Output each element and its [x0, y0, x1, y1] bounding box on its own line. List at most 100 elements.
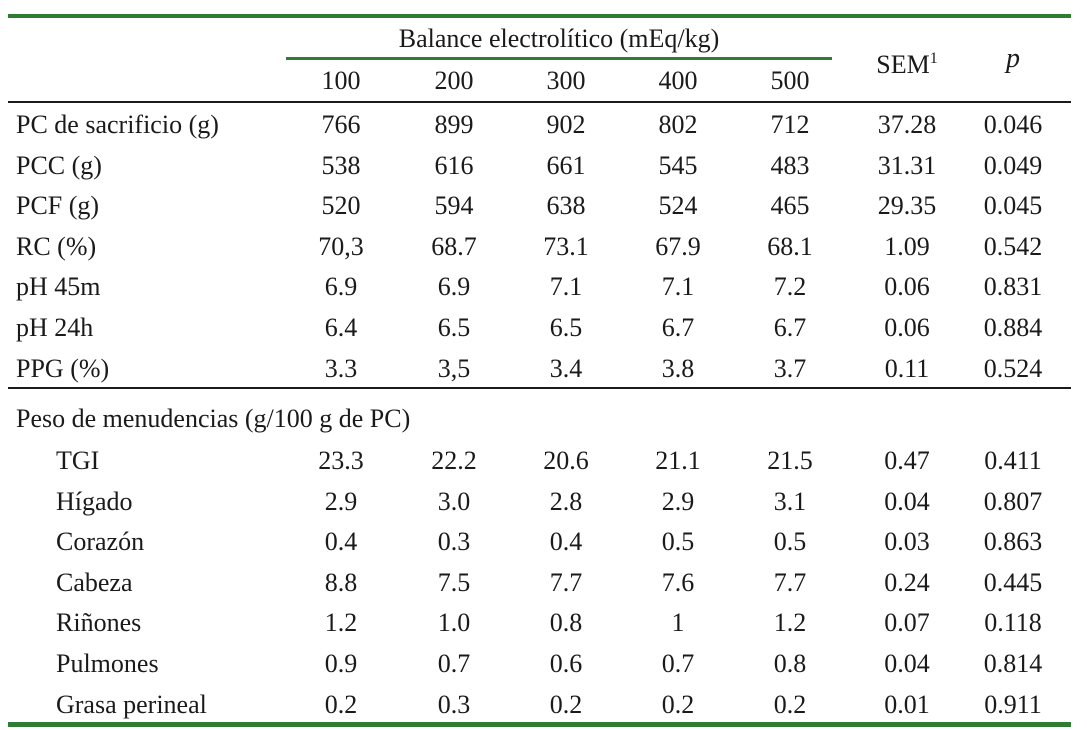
value-cell: 7.6	[661, 568, 695, 597]
value-cell: 0.4	[324, 527, 358, 556]
row-label: pH 45m	[16, 272, 101, 301]
value-cell: 3.8	[661, 354, 695, 383]
value-cell: 465	[770, 191, 810, 220]
value-cell: 67.9	[655, 232, 701, 261]
p-value-cell: 0.049	[983, 151, 1043, 180]
value-cell: 538	[321, 151, 361, 180]
p-value-cell: 0.831	[983, 272, 1043, 301]
value-cell: 520	[321, 191, 361, 220]
value-cell: 524	[658, 191, 698, 220]
p-value-cell: 0.542	[983, 232, 1043, 261]
value-cell: 7.1	[549, 272, 583, 301]
value-cell: 638	[546, 191, 586, 220]
value-cell: 0.2	[549, 690, 583, 719]
value-cell: 6.7	[773, 313, 807, 342]
value-cell: 545	[658, 151, 698, 180]
value-cell: 73.1	[543, 232, 589, 261]
row-label: PC de sacrificio (g)	[16, 110, 219, 139]
p-value-cell: 0.411	[984, 446, 1042, 475]
value-cell: 616	[434, 151, 474, 180]
row-label: PCC (g)	[16, 151, 102, 180]
sem-cell: 0.03	[884, 527, 930, 556]
value-cell: 1	[671, 608, 685, 637]
value-cell: 0.8	[549, 608, 583, 637]
section-divider-rule	[8, 387, 1071, 389]
value-cell: 594	[434, 191, 474, 220]
value-cell: 0.3	[437, 527, 471, 556]
sem-cell: 0.47	[884, 446, 930, 475]
value-cell: 68.1	[767, 232, 813, 261]
group-header: Balance electrolítico (mEq/kg)	[398, 24, 720, 53]
value-cell: 6.5	[549, 313, 583, 342]
sem-cell: 1.09	[884, 232, 930, 261]
value-cell: 2.9	[324, 487, 358, 516]
row-label: Pulmones	[56, 649, 159, 678]
value-cell: 21.1	[655, 446, 701, 475]
value-cell: 902	[546, 110, 586, 139]
row-label: Cabeza	[56, 568, 133, 597]
value-cell: 0.2	[773, 690, 807, 719]
p-value-cell: 0.524	[983, 354, 1043, 383]
p-value-cell: 0.118	[984, 608, 1042, 637]
level-header-100: 100	[321, 66, 361, 95]
section-title: Peso de menudencias (g/100 g de PC)	[16, 404, 411, 433]
value-cell: 483	[770, 151, 810, 180]
value-cell: 0.2	[324, 690, 358, 719]
value-cell: 21.5	[767, 446, 813, 475]
value-cell: 802	[658, 110, 698, 139]
p-header: p	[1006, 43, 1020, 74]
row-label: PPG (%)	[16, 354, 110, 383]
sem-cell: 0.07	[884, 608, 930, 637]
value-cell: 2.9	[661, 487, 695, 516]
value-cell: 0.7	[661, 649, 695, 678]
value-cell: 2.8	[549, 487, 583, 516]
sem-cell: 0.04	[884, 487, 930, 516]
level-header-400: 400	[658, 66, 698, 95]
sem-label: SEM	[876, 50, 930, 79]
level-header-300: 300	[546, 66, 586, 95]
value-cell: 0.6	[549, 649, 583, 678]
sem-header: SEM1	[852, 44, 962, 80]
value-cell: 0.5	[661, 527, 695, 556]
sem-cell: 31.31	[877, 151, 937, 180]
value-cell: 0.8	[773, 649, 807, 678]
value-cell: 6.9	[324, 272, 358, 301]
p-value-cell: 0.911	[984, 690, 1042, 719]
value-cell: 6.7	[661, 313, 695, 342]
value-cell: 7.5	[437, 568, 471, 597]
sem-cell: 0.24	[884, 568, 930, 597]
row-label: pH 24h	[16, 313, 94, 342]
value-cell: 1.2	[324, 608, 358, 637]
sem-cell: 29.35	[877, 191, 937, 220]
value-cell: 22.2	[431, 446, 477, 475]
p-value-cell: 0.884	[983, 313, 1043, 342]
level-header-500: 500	[770, 66, 810, 95]
p-value-cell: 0.445	[983, 568, 1043, 597]
value-cell: 3.0	[437, 487, 471, 516]
top-green-rule	[8, 14, 1071, 18]
sem-cell: 37.28	[877, 110, 937, 139]
value-cell: 7.7	[773, 568, 807, 597]
value-cell: 3,5	[437, 354, 471, 383]
value-cell: 3.7	[773, 354, 807, 383]
value-cell: 6.9	[437, 272, 471, 301]
row-label: PCF (g)	[16, 191, 100, 220]
value-cell: 70,3	[318, 232, 364, 261]
value-cell: 7.7	[549, 568, 583, 597]
value-cell: 0.4	[549, 527, 583, 556]
value-cell: 23.3	[318, 446, 364, 475]
group-header-rule	[286, 57, 832, 60]
value-cell: 1.2	[773, 608, 807, 637]
value-cell: 6.4	[324, 313, 358, 342]
p-value-cell: 0.046	[983, 110, 1043, 139]
value-cell: 68.7	[431, 232, 477, 261]
value-cell: 3.1	[773, 487, 807, 516]
row-label: Riñones	[56, 608, 142, 637]
row-label: RC (%)	[16, 232, 97, 261]
value-cell: 0.5	[773, 527, 807, 556]
value-cell: 0.2	[661, 690, 695, 719]
p-value-cell: 0.814	[983, 649, 1043, 678]
p-value-cell: 0.863	[983, 527, 1043, 556]
level-header-200: 200	[434, 66, 474, 95]
value-cell: 8.8	[324, 568, 358, 597]
